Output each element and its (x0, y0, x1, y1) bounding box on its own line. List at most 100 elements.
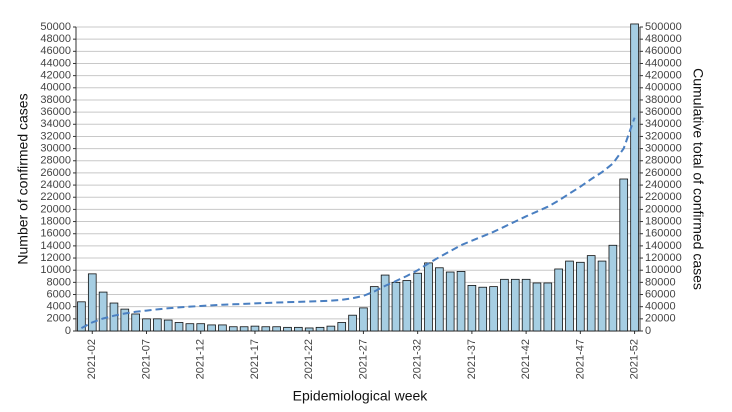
bar (153, 318, 162, 332)
y2-tick-label: 100000 (645, 264, 682, 276)
bar (174, 322, 184, 332)
bar (521, 278, 531, 332)
bar (196, 323, 206, 332)
y2-tick-label: 140000 (645, 240, 682, 252)
bar (326, 325, 336, 332)
bar (272, 326, 281, 332)
bar (478, 286, 488, 332)
bar (228, 326, 238, 332)
y2-tick-label: 380000 (645, 94, 682, 106)
bar (261, 326, 271, 332)
bar (77, 301, 86, 332)
x-axis-title: Epidemiological week (293, 388, 429, 404)
x-tick-label: 2021-17 (249, 339, 261, 379)
y2-tick-label: 420000 (645, 70, 682, 82)
bar (348, 314, 357, 332)
x-tick-label: 2021-37 (466, 339, 478, 379)
bar (586, 255, 596, 332)
bar (207, 324, 216, 332)
x-tick-label: 2021-12 (195, 339, 207, 379)
bar (131, 313, 140, 332)
x-tick-label: 2021-42 (520, 339, 532, 379)
bar (185, 323, 195, 332)
bar (304, 327, 314, 332)
y2-tick-label: 360000 (645, 106, 682, 118)
y-tick-label: 46000 (40, 45, 71, 57)
y2-tick-label: 320000 (645, 130, 682, 142)
bar (467, 284, 477, 332)
y-tick-label: 32000 (40, 130, 71, 142)
bar (445, 271, 455, 332)
y-axis-title: Number of confirmed cases (15, 93, 31, 264)
bar (315, 326, 325, 332)
bar (250, 325, 260, 332)
y-tick-label: 24000 (40, 179, 71, 191)
y2-tick-label: 300000 (645, 143, 682, 155)
bar (87, 273, 97, 332)
x-tick-label: 2021-02 (86, 339, 98, 379)
y2-tick-label: 20000 (645, 313, 676, 325)
y2-tick-label: 0 (645, 325, 651, 337)
bar (359, 307, 368, 332)
bar (337, 322, 347, 332)
y-tick-label: 0 (65, 325, 71, 337)
y-tick-label: 26000 (40, 167, 71, 179)
y2-tick-label: 280000 (645, 155, 682, 167)
y2-tick-label: 200000 (645, 203, 682, 215)
x-tick-label: 2021-47 (574, 339, 586, 379)
bar (565, 260, 574, 332)
y2-tick-label: 80000 (645, 276, 676, 288)
y-tick-label: 42000 (40, 70, 71, 82)
y-tick-label: 40000 (40, 82, 71, 94)
bar (163, 319, 173, 332)
bar (109, 302, 119, 332)
bar (120, 308, 130, 332)
y2-tick-label: 160000 (645, 228, 682, 240)
bar (456, 271, 466, 332)
bar (391, 281, 401, 332)
y-tick-label: 14000 (40, 240, 71, 252)
y2-axis-title: Cumulative total of confirmed cases (690, 68, 706, 290)
y-tick-label: 16000 (40, 228, 71, 240)
bar (413, 272, 422, 332)
bar (532, 282, 542, 332)
y-tick-label: 48000 (40, 33, 71, 45)
bar (576, 261, 585, 332)
y-tick-label: 6000 (47, 288, 71, 300)
bar (380, 274, 390, 332)
y2-tick-label: 60000 (645, 288, 676, 300)
y2-tick-label: 480000 (645, 33, 682, 45)
bar (294, 326, 303, 332)
y-tick-label: 12000 (40, 252, 71, 264)
bar (597, 260, 607, 332)
bar (369, 286, 379, 332)
y2-tick-label: 340000 (645, 118, 682, 130)
y2-tick-label: 440000 (645, 57, 682, 69)
y2-tick-label: 220000 (645, 191, 682, 203)
y-tick-label: 50000 (40, 21, 71, 33)
x-tick-label: 2021-27 (357, 339, 369, 379)
y2-tick-label: 500000 (645, 21, 682, 33)
y2-tick-label: 40000 (645, 301, 676, 313)
bar (510, 278, 520, 332)
y-tick-label: 30000 (40, 143, 71, 155)
cumulative-line (80, 117, 636, 329)
y-tick-label: 34000 (40, 118, 71, 130)
bar (554, 268, 563, 332)
y-tick-label: 18000 (40, 215, 71, 227)
y-tick-label: 38000 (40, 94, 71, 106)
bar (424, 262, 433, 332)
y-tick-label: 2000 (47, 313, 71, 325)
bar (500, 278, 509, 332)
x-tick-label: 2021-52 (628, 339, 640, 379)
bar (630, 23, 639, 332)
bar (98, 291, 108, 332)
y-tick-label: 36000 (40, 106, 71, 118)
y2-tick-label: 120000 (645, 252, 682, 264)
x-tick-label: 2021-32 (412, 339, 424, 379)
y2-tick-label: 260000 (645, 167, 682, 179)
y-tick-label: 10000 (40, 264, 71, 276)
bar (218, 324, 227, 332)
bar (142, 318, 151, 332)
